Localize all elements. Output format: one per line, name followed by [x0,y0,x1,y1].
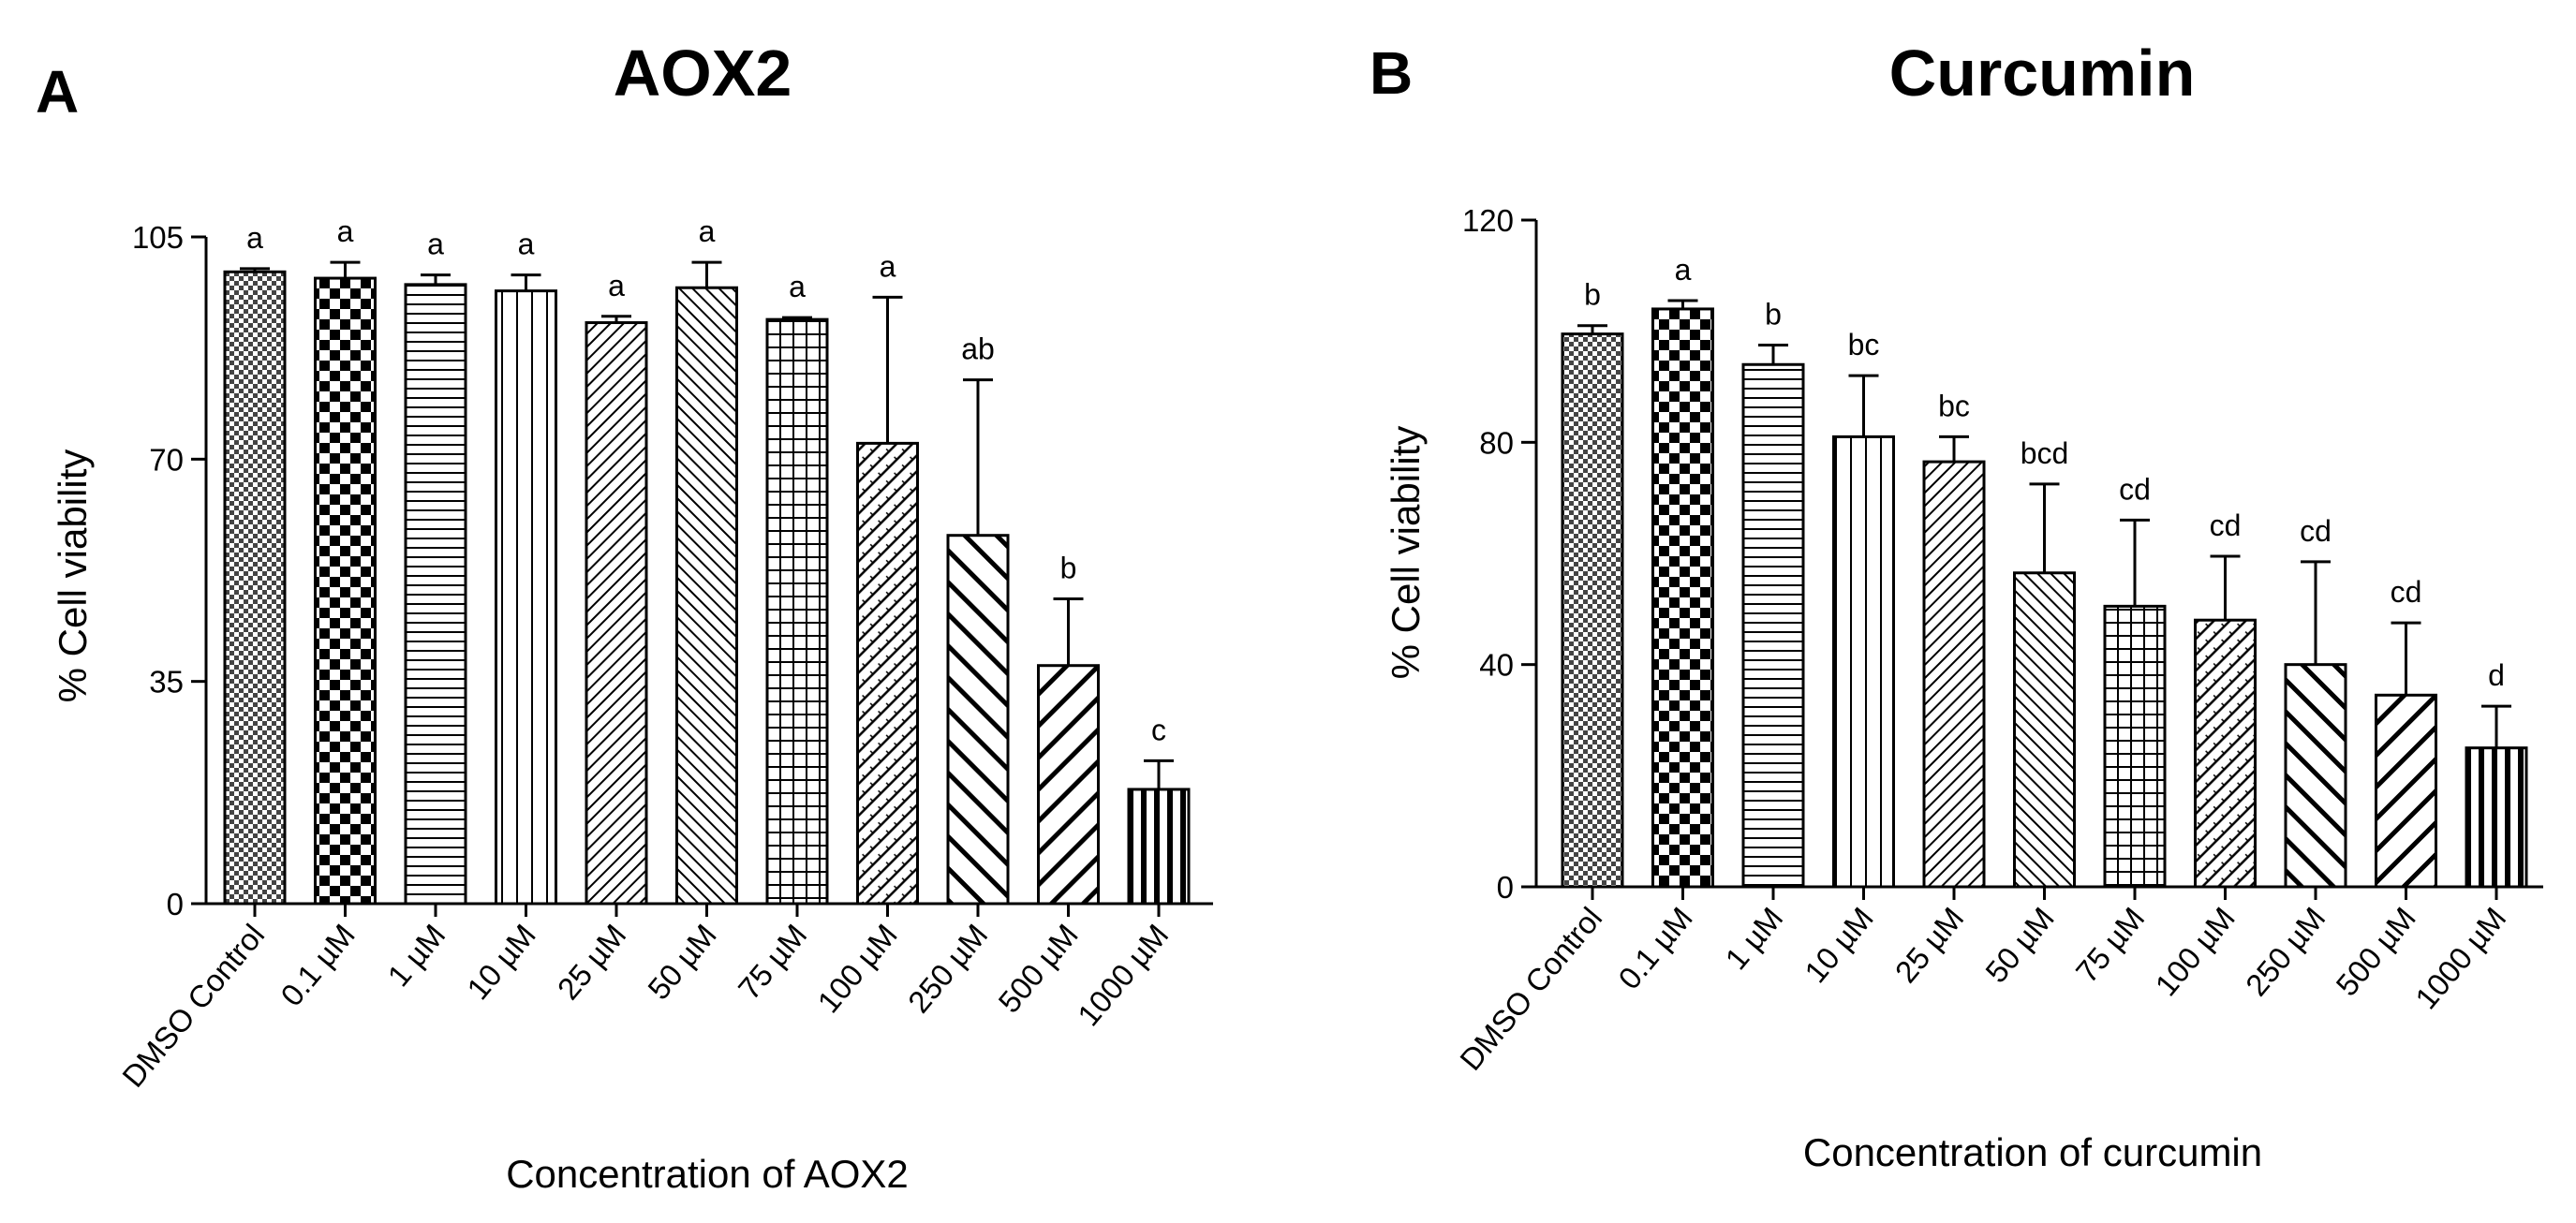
panel-b-category-label-4: 25 µM [1888,901,1971,990]
panel-a-sig-letter-6: a [789,270,806,303]
panel-a-sig-letter-3: a [518,228,535,261]
panel-b-bar-3 [1832,435,1895,889]
panel-a-category-label-0: DMSO Control [115,918,271,1094]
panel-b-bar-1 [1651,307,1714,889]
panel-b-title: Curcumin [1889,37,2196,110]
panel-b-sig-letter-9: cd [2391,575,2422,609]
panel-a-bar-7 [856,441,919,906]
panel-a-category-label-6: 75 µM [732,918,814,1007]
panel-a-category-label-1: 0.1 µM [274,918,362,1013]
panel-a-bar-9 [1037,664,1100,906]
panel-b-sig-letter-3: bc [1848,328,1880,361]
panel-b-sig-letter-4: bc [1938,389,1970,422]
panel-b-category-label-0: DMSO Control [1453,901,1608,1077]
panel-a-letter: A [36,58,79,125]
panel-b-sig-letter-8: cd [2300,514,2332,548]
panel-a-ytick-label-1: 35 [149,665,184,700]
panel-a-category-label-4: 25 µM [551,918,633,1007]
panel-b-bar-0 [1561,332,1624,889]
panel-a-category-label-5: 50 µM [641,918,723,1007]
panel-b-chart: B Curcumin % Cell viability Concentratio… [1369,37,2543,1174]
panel-b-bar-9 [2375,693,2437,889]
panel-a-category-label-9: 500 µM [991,918,1085,1020]
panel-a-sig-letter-9: b [1060,552,1077,585]
panel-b-sig-letter-7: cd [2210,508,2242,542]
panel-a-category-label-8: 250 µM [901,918,995,1020]
panel-b-ytick-label-3: 120 [1462,203,1514,238]
panel-b-bar-10 [2465,746,2528,889]
panel-a-category-label-3: 10 µM [460,918,542,1007]
panel-b-ytick-label-1: 40 [1479,648,1514,683]
panel-a-bar-0 [223,270,287,906]
panel-b-ylabel: % Cell viability [1384,426,1428,680]
panel-b-category-label-1: 0.1 µM [1611,901,1699,996]
panel-a-sig-letter-1: a [337,214,354,248]
panel-a-ytick-label-0: 0 [167,887,184,921]
panel-b-category-label-2: 1 µM [1718,901,1789,976]
panel-b-sig-letter-1: a [1675,253,1692,287]
panel-a-category-label-7: 100 µM [810,918,904,1020]
panel-a-sig-letter-8: ab [961,332,995,366]
panel-a-bar-8 [946,534,1010,906]
panel-a-bar-3 [495,289,557,906]
panel-b-category-label-3: 10 µM [1798,901,1880,990]
panel-b-sig-letter-2: b [1765,298,1782,332]
panel-a-bar-4 [585,321,648,906]
panel-a-sig-letter-10: c [1151,713,1166,746]
panel-a-ytick-label-3: 105 [132,220,184,255]
panel-a-ylabel: % Cell viability [51,449,95,703]
panel-a-sig-letter-2: a [427,228,444,261]
panel-b-category-label-9: 500 µM [2329,901,2422,1003]
panel-b-letter: B [1369,39,1413,107]
panel-b-category-label-5: 50 µM [1978,901,2061,990]
panel-a-sig-letter-7: a [880,249,896,283]
panel-a-bar-6 [765,317,829,906]
panel-a-bar-1 [314,276,377,906]
panel-b-sig-letter-10: d [2488,658,2505,692]
panel-a-bar-5 [675,286,738,906]
panel-b-bar-7 [2194,618,2257,889]
panel-b-sig-letter-6: cd [2119,472,2151,506]
panel-b-bar-2 [1741,362,1805,889]
panel-a-bar-10 [1127,788,1191,906]
panel-a-sig-letter-4: a [608,269,625,302]
panel-b-bar-4 [1922,460,1986,889]
panel-b-category-label-10: 1000 µM [2408,901,2512,1016]
panel-b-category-label-8: 250 µM [2239,901,2332,1003]
panel-b-sig-letter-0: b [1584,278,1601,312]
panel-b-ytick-label-2: 80 [1479,425,1514,460]
panel-a-title: AOX2 [614,37,792,110]
panel-b-bar-8 [2284,663,2347,889]
panel-a-bar-2 [404,283,467,906]
panel-b-sig-letter-5: bcd [2021,436,2069,470]
panel-a-category-label-10: 1000 µM [1071,918,1175,1033]
panel-b-ytick-label-0: 0 [1497,870,1514,905]
panel-a-xlabel: Concentration of AOX2 [506,1152,909,1196]
panel-b-bar-5 [2013,571,2076,889]
panel-a-category-label-2: 1 µM [380,918,452,993]
panel-a-ytick-label-2: 70 [149,442,184,477]
panel-a-chart: A AOX2 % Cell viability Concentration of… [36,37,1213,1196]
panel-a-sig-letter-0: a [246,221,263,255]
panel-b-xlabel: Concentration of curcumin [1803,1130,2262,1174]
panel-b-bar-6 [2103,604,2167,889]
panel-b-category-label-7: 100 µM [2148,901,2242,1003]
panel-b-category-label-6: 75 µM [2069,901,2152,990]
panel-a-sig-letter-5: a [699,214,716,248]
